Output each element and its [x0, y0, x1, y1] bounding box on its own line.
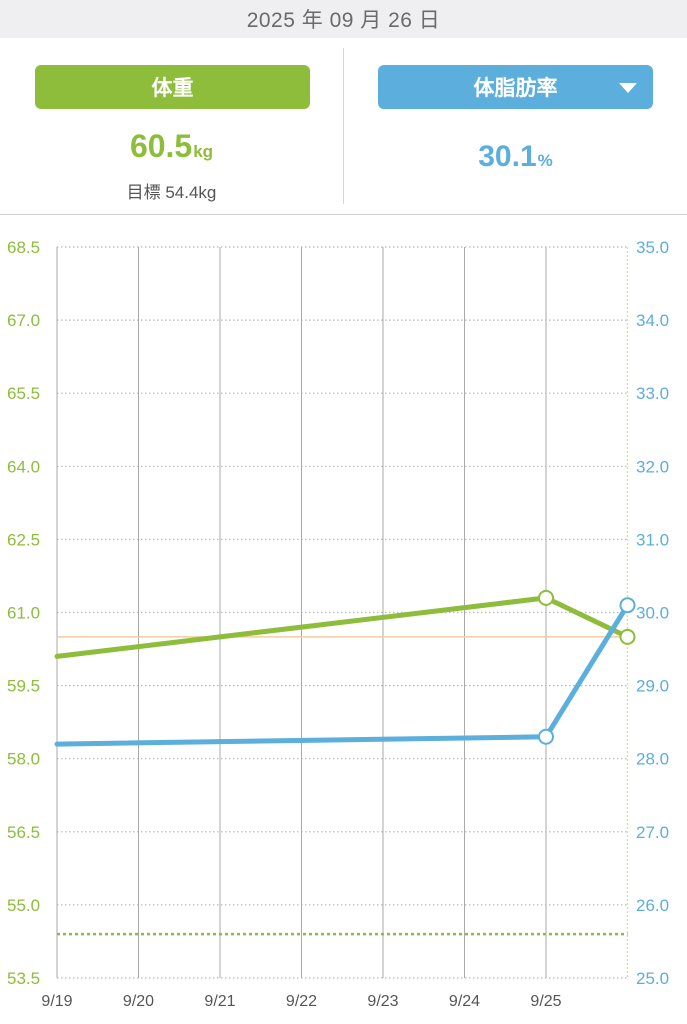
- x-tick-label: 9/20: [123, 993, 154, 1010]
- date-label: 2025 年 09 月 26 日: [246, 9, 441, 32]
- x-tick-label: 9/25: [530, 993, 561, 1010]
- y-right-tick-label: 29.0: [636, 677, 669, 696]
- weight-tab-label: 体重: [151, 77, 194, 100]
- summary-panel: 体重 60.5kg 目標 54.4kg 体脂肪率 30.1%: [0, 38, 687, 215]
- y-left-tick-label: 55.0: [7, 896, 40, 915]
- y-right-tick-label: 32.0: [636, 457, 669, 476]
- y-right-tick-label: 28.0: [636, 750, 669, 769]
- y-right-tick-label: 27.0: [636, 823, 669, 842]
- y-left-tick-label: 65.5: [7, 384, 40, 403]
- bodyfat-value: 30.1%: [344, 140, 687, 174]
- y-right-tick-label: 30.0: [636, 604, 669, 623]
- weight-value-number: 60.5: [129, 128, 193, 164]
- data-point-weight: [619, 628, 636, 645]
- data-point-bodyfat: [619, 597, 636, 614]
- x-tick-label: 9/21: [204, 993, 235, 1010]
- weight-target: 目標 54.4kg: [0, 178, 343, 203]
- bodyfat-value-number: 30.1: [478, 140, 537, 173]
- x-tick-label: 9/22: [286, 993, 317, 1010]
- data-point-weight: [538, 589, 554, 606]
- target-label: 目標: [126, 183, 161, 202]
- weight-tab-button[interactable]: 体重: [35, 65, 310, 109]
- series-line-weight: [54, 595, 630, 659]
- target-value: 54.4kg: [165, 183, 217, 202]
- bodyfat-panel: 体脂肪率 30.1%: [344, 38, 687, 214]
- y-left-tick-label: 67.0: [7, 311, 40, 330]
- bodyfat-dropdown-button[interactable]: 体脂肪率: [378, 65, 653, 109]
- y-right-tick-label: 33.0: [636, 384, 669, 403]
- y-left-tick-label: 53.5: [7, 969, 40, 988]
- weight-bodyfat-chart: 68.5 67.0 65.5 64.0 62.5 61.0 59.5 58.0 56.5 55.0…: [7, 238, 669, 1010]
- x-tick-label: 9/23: [367, 993, 398, 1010]
- y-left-tick-label: 58.0: [7, 750, 40, 769]
- y-right-tick-label: 26.0: [636, 896, 669, 915]
- weight-value: 60.5kg: [0, 128, 343, 165]
- y-left-tick-label: 59.5: [7, 677, 40, 696]
- x-tick-label: 9/19: [41, 993, 72, 1010]
- y-right-tick-label: 35.0: [636, 238, 669, 257]
- y-left-tick-label: 68.5: [7, 238, 40, 257]
- y-right-tick-label: 31.0: [636, 530, 669, 549]
- caret-down-icon: [619, 83, 637, 93]
- bodyfat-unit: %: [537, 151, 553, 170]
- series-line-bodyfat: [54, 602, 630, 747]
- y-left-tick-label: 62.5: [7, 530, 40, 549]
- y-left-tick-label: 56.5: [7, 823, 40, 842]
- weight-unit: kg: [193, 142, 214, 161]
- weight-panel: 体重 60.5kg 目標 54.4kg: [0, 38, 343, 214]
- bodyfat-tab-label: 体脂肪率: [473, 77, 558, 100]
- y-right-tick-label: 25.0: [636, 969, 669, 988]
- date-header: 2025 年 09 月 26 日: [0, 0, 687, 38]
- y-left-tick-label: 61.0: [7, 604, 40, 623]
- y-left-tick-label: 64.0: [7, 457, 40, 476]
- y-right-tick-label: 34.0: [636, 311, 669, 330]
- panel-divider: [343, 48, 344, 204]
- data-point-bodyfat: [538, 728, 554, 745]
- chart-area: 68.5 67.0 65.5 64.0 62.5 61.0 59.5 58.0 56.5 55.0…: [0, 215, 687, 1024]
- x-tick-label: 9/24: [449, 993, 480, 1010]
